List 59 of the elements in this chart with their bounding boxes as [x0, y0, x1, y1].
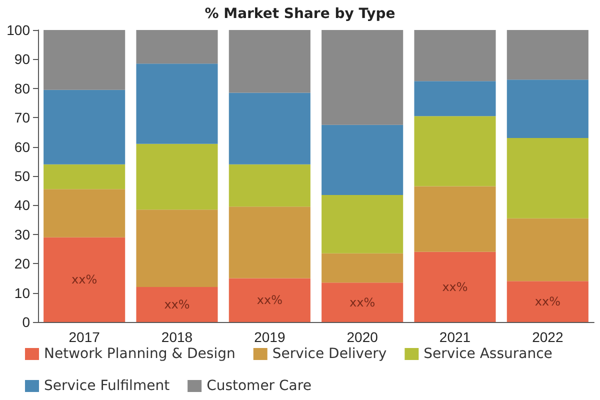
bar: [44, 237, 126, 322]
y-tick-label: 80: [14, 80, 30, 96]
legend-label: Customer Care: [206, 378, 312, 394]
bar: [44, 90, 126, 164]
bar: [414, 186, 496, 252]
bar: [228, 206, 310, 278]
bar: [228, 30, 310, 93]
bar: [228, 164, 310, 207]
bar: [322, 282, 404, 322]
y-tick-label: 90: [14, 51, 30, 68]
x-tick-label: 2022: [532, 329, 564, 345]
bar: [414, 81, 496, 116]
y-tick-label: 50: [14, 168, 30, 184]
data-label: xx%: [72, 272, 98, 287]
bar: [136, 286, 218, 322]
x-tick-label: 2020: [346, 329, 378, 345]
bar: [136, 30, 218, 64]
bar: [506, 138, 588, 218]
data-label: xx%: [350, 295, 376, 310]
legend-label: Service Fulfilment: [44, 378, 170, 394]
bar: [44, 30, 126, 90]
bar: [414, 252, 496, 322]
chart-title: % Market Share by Type: [204, 6, 396, 22]
data-label: xx%: [256, 293, 282, 308]
bar: [136, 144, 218, 210]
y-tick-label: 100: [6, 22, 30, 38]
bar: [136, 64, 218, 144]
bar: [322, 30, 404, 125]
x-tick-label: 2018: [161, 329, 193, 345]
bar: [136, 210, 218, 287]
bar: [506, 80, 588, 138]
bar: [44, 164, 126, 190]
bar: [228, 278, 310, 322]
legend-label: Service Assurance: [424, 346, 552, 362]
bar: [322, 124, 404, 195]
y-tick-label: 10: [14, 284, 30, 301]
legend-label: Network Planning & Design: [44, 346, 236, 362]
data-label: xx%: [534, 294, 560, 309]
bar: [44, 189, 126, 238]
data-label: xx%: [442, 280, 468, 294]
y-tick-label: 0: [22, 314, 30, 330]
y-tick-label: 40: [14, 197, 30, 214]
y-tick-label: 70: [14, 110, 30, 126]
bar: [322, 194, 404, 254]
y-tick-label: 60: [14, 138, 30, 155]
bar: [414, 30, 496, 82]
bar: [506, 218, 588, 282]
bar: [228, 92, 310, 164]
data-label: xx%: [164, 297, 190, 312]
legend-label: Service Delivery: [272, 346, 387, 362]
bar: [506, 30, 588, 80]
y-tick-label: 20: [14, 256, 30, 272]
x-tick-label: 2017: [68, 329, 100, 345]
x-tick-label: 2019: [254, 329, 286, 345]
y-tick-label: 30: [14, 226, 30, 242]
x-tick-label: 2021: [439, 329, 471, 345]
bar: [414, 116, 496, 186]
bar: [322, 253, 404, 283]
bar: [506, 281, 588, 322]
